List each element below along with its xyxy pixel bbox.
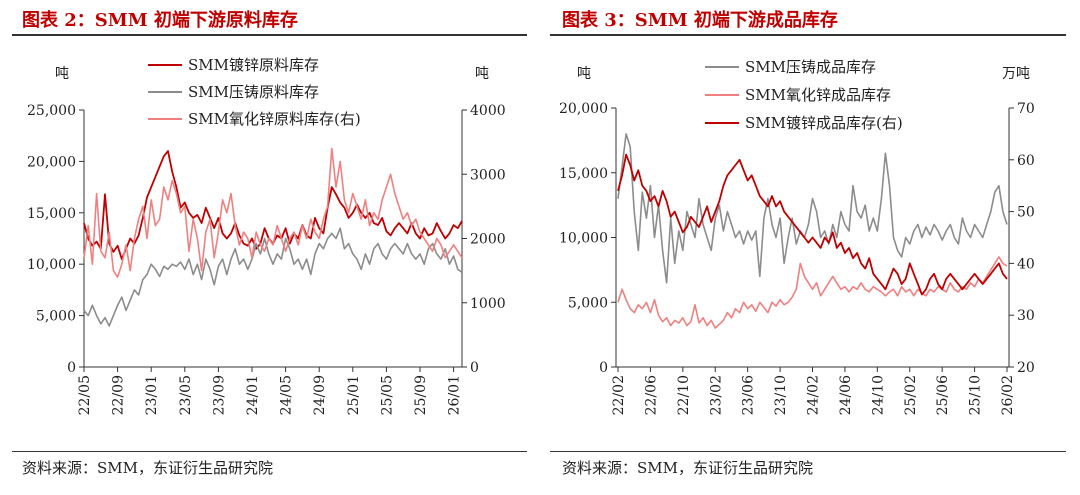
x-tick-label: 24/05 (279, 375, 295, 415)
x-tick-label: 24/01 (245, 375, 261, 415)
x-tick-label: 25/06 (935, 375, 951, 415)
y2-tick-label: 2000 (470, 232, 506, 248)
y2-tick-label: 3000 (470, 167, 506, 183)
x-tick-label: 23/05 (178, 375, 194, 415)
legend-label: SMM压铸成品库存 (745, 58, 876, 76)
right-unit-label: 吨 (475, 66, 489, 82)
bottom-rule (12, 451, 527, 452)
y-tick-label: 10,000 (559, 231, 608, 247)
chart-panel-right: 图表 3：SMM 初端下游成品库存 吨 万吨 0 5,000 10,000 15,000 2… (540, 0, 1080, 495)
x-tick-label: 25/10 (968, 375, 984, 415)
legend-label: SMM镀锌原料库存 (188, 56, 319, 74)
y2-tick-label: 60 (1017, 153, 1035, 169)
legend-label: SMM氧化锌成品库存 (745, 86, 891, 104)
y-tick-label: 15,000 (559, 166, 608, 182)
x-tick-label: 25/09 (413, 375, 429, 415)
series-line-3 (617, 153, 1008, 296)
y2-tick-label: 1000 (470, 296, 506, 312)
chart-left-svg: 吨 吨 0 5,000 10,000 15,000 20,000 25,000 0 1000 200… (27, 56, 506, 415)
left-unit-label: 吨 (577, 66, 591, 82)
y2-tick-label: 30 (1017, 308, 1035, 324)
x-tick-label: 25/01 (346, 375, 362, 415)
y2-tick-label: 40 (1017, 256, 1035, 272)
y2-tick-label: 20 (1017, 360, 1035, 376)
top-rule (12, 34, 527, 36)
series-line-3 (83, 147, 463, 278)
x-tick-label: 23/09 (211, 375, 227, 415)
legend-label: SMM压铸原料库存 (188, 83, 319, 101)
y-tick-label: 25,000 (27, 103, 76, 119)
y-tick-label: 20,000 (559, 101, 608, 117)
legend-label: SMM氧化锌原料库存(右) (188, 110, 361, 128)
x-tick-label: 24/02 (806, 375, 822, 415)
x-tick-label: 23/10 (773, 375, 789, 415)
x-tick-label: 26/02 (1000, 375, 1016, 415)
y-tick-label: 15,000 (27, 206, 76, 222)
chart-title: 图表 3：SMM 初端下游成品库存 (562, 10, 838, 31)
chart-right-svg: 吨 万吨 0 5,000 10,000 15,000 20,000 20 30 40 50 60 70 2… (559, 58, 1035, 415)
x-tick-label: 24/10 (870, 375, 886, 415)
x-tick-label: 26/01 (447, 375, 463, 415)
y2-tick-label: 50 (1017, 205, 1035, 221)
y2-tick-label: 4000 (470, 103, 506, 119)
y-tick-label: 0 (67, 360, 76, 376)
y-tick-label: 5,000 (36, 309, 76, 325)
legend-label: SMM镀锌成品库存(右) (745, 114, 903, 132)
x-tick-label: 23/06 (741, 375, 757, 415)
right-unit-label: 万吨 (1002, 66, 1030, 82)
source-note: 资料来源：SMM，东证衍生品研究院 (562, 459, 813, 477)
left-unit-label: 吨 (55, 66, 69, 82)
x-tick-label: 25/05 (379, 375, 395, 415)
chart-panel-left: 图表 2：SMM 初端下游原料库存 吨 吨 0 5,000 10,000 15,000 20… (12, 10, 527, 477)
series-line-1 (617, 133, 1008, 284)
y-tick-label: 20,000 (27, 154, 76, 170)
x-tick-label: 22/05 (77, 375, 93, 415)
y2-tick-label: 70 (1017, 101, 1035, 117)
x-tick-label: 24/09 (312, 375, 328, 415)
x-tick-label: 25/02 (903, 375, 919, 415)
x-tick-label: 23/02 (708, 375, 724, 415)
x-tick-label: 22/10 (676, 375, 692, 415)
x-tick-label: 22/06 (643, 375, 659, 415)
y-tick-label: 10,000 (27, 257, 76, 273)
y-tick-label: 0 (599, 360, 608, 376)
source-note: 资料来源：SMM，东证衍生品研究院 (22, 459, 273, 477)
x-tick-label: 22/02 (611, 375, 627, 415)
chart-title: 图表 2：SMM 初端下游原料库存 (22, 10, 298, 31)
x-tick-label: 22/09 (111, 375, 127, 415)
top-rule (550, 34, 1066, 36)
y-tick-label: 5,000 (568, 295, 608, 311)
x-tick-label: 24/06 (838, 375, 854, 415)
y2-tick-label: 0 (470, 360, 479, 376)
series-line-2 (83, 227, 463, 327)
x-tick-label: 23/01 (144, 375, 160, 415)
bottom-rule (550, 451, 1066, 452)
series-line-2 (617, 256, 1008, 329)
